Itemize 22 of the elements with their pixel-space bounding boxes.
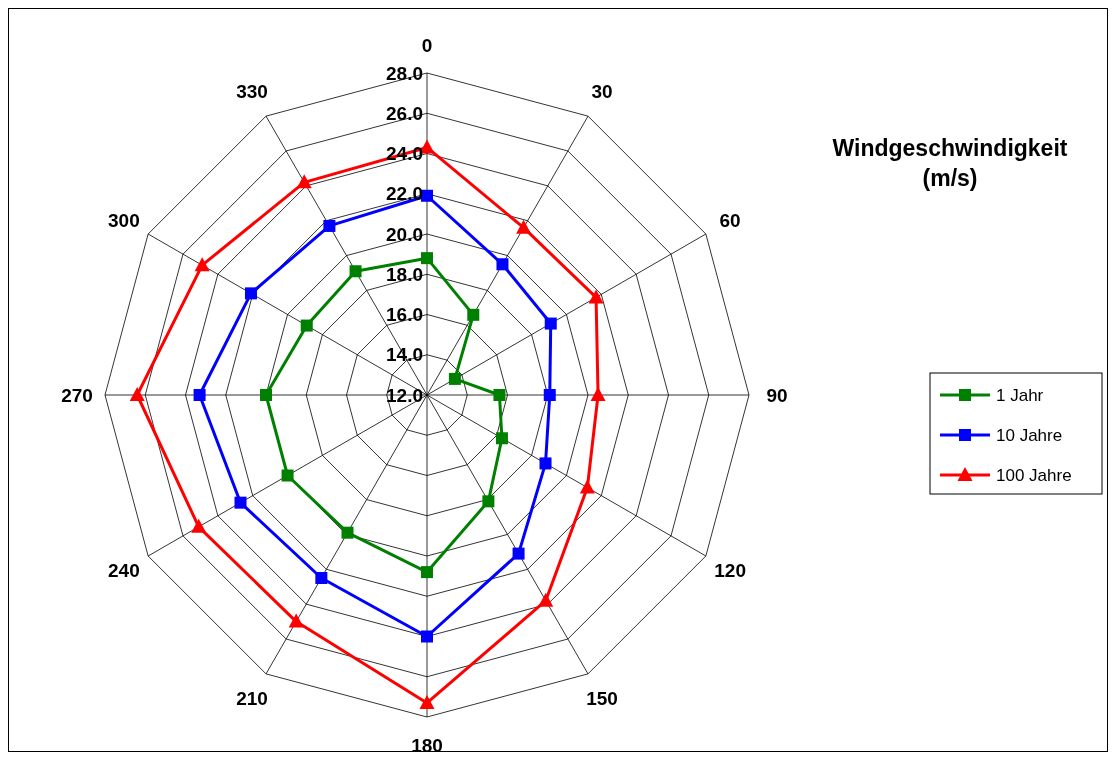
- y-tick-label: 12.0: [386, 384, 423, 406]
- spoke-label: 150: [586, 687, 618, 709]
- y-tick-label: 26.0: [386, 102, 423, 124]
- spoke-label: 0: [421, 34, 433, 56]
- spoke-label: 90: [766, 384, 788, 406]
- spoke-label: 60: [719, 209, 741, 231]
- spoke-label: 300: [108, 209, 140, 231]
- spoke-label: 210: [236, 687, 268, 709]
- spoke-label: 330: [236, 81, 268, 103]
- y-tick-label: 14.0: [386, 344, 423, 366]
- y-tick-label: 28.0: [386, 62, 423, 84]
- legend-label: 10 Jahre: [996, 425, 1063, 445]
- y-tick-label: 18.0: [386, 263, 423, 285]
- spoke-label: 30: [591, 81, 613, 103]
- spoke-label: 120: [714, 559, 746, 581]
- text: Windgeschwindigkeit (m/s): [832, 135, 1068, 191]
- y-tick-label: 20.0: [386, 223, 423, 245]
- legend-label: 1 Jahr: [996, 385, 1044, 405]
- legend-label: 100 Jahre: [996, 465, 1072, 485]
- y-tick-label: 16.0: [386, 304, 423, 325]
- spoke-label: 240: [108, 559, 140, 581]
- spoke-label: 270: [61, 384, 93, 406]
